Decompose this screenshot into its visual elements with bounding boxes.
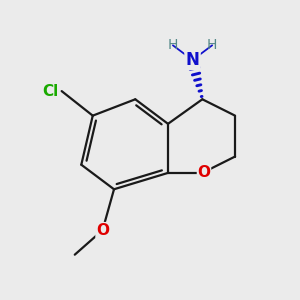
Text: O: O (197, 165, 211, 180)
Text: Cl: Cl (42, 84, 58, 99)
Text: N: N (186, 51, 200, 69)
Text: H: H (207, 38, 217, 52)
Text: H: H (168, 38, 178, 52)
Text: O: O (96, 223, 109, 238)
